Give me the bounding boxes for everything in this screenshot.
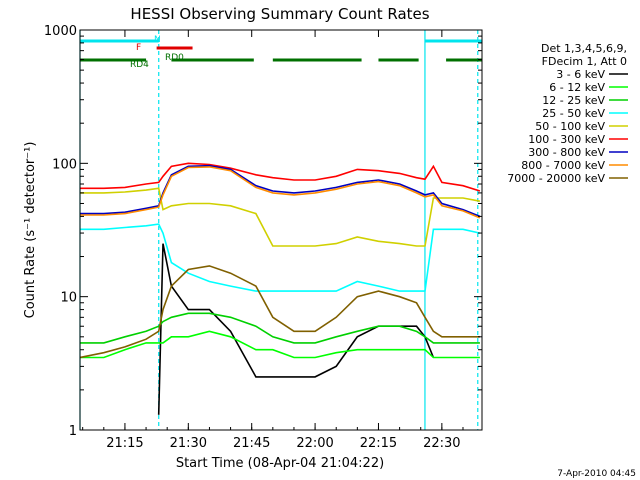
series-lines xyxy=(80,162,481,415)
vertical-markers xyxy=(79,30,479,430)
flag-bars: N F RD0 RD4 xyxy=(80,35,482,70)
axes-frame xyxy=(79,29,483,431)
y-tick-label-3: 1000 xyxy=(44,24,77,39)
x-tick-label-4: 22:15 xyxy=(360,436,397,451)
series-line-6 xyxy=(80,164,481,218)
x-tick-label-1: 21:30 xyxy=(170,436,207,451)
series-line-7 xyxy=(80,166,481,219)
chart-title: HESSI Observing Summary Count Rates xyxy=(130,5,429,23)
series-line-5 xyxy=(80,162,481,192)
flag-label-n: N xyxy=(154,35,161,45)
legend-label-2: 12 - 25 keV xyxy=(542,94,605,107)
legend-label-7: 800 - 7000 keV xyxy=(521,159,605,172)
legend: Det 1,3,4,5,6,9,FDecim 1, Att 03 - 6 keV… xyxy=(507,42,628,185)
plot-timestamp: 7-Apr-2010 04:45 xyxy=(557,469,636,479)
legend-header-1: FDecim 1, Att 0 xyxy=(542,55,627,68)
legend-label-0: 3 - 6 keV xyxy=(556,68,605,81)
flag-label-rd4: RD4 xyxy=(130,60,149,70)
series-line-0 xyxy=(157,243,435,415)
y-tick-label-0: 1 xyxy=(69,424,77,439)
legend-label-8: 7000 - 20000 keV xyxy=(507,172,605,185)
legend-label-4: 50 - 100 keV xyxy=(535,120,605,133)
x-tick-label-0: 21:15 xyxy=(106,436,143,451)
x-axis-ticks: 21:15 21:30 21:45 22:00 22:15 22:30 xyxy=(82,30,464,451)
legend-label-6: 300 - 800 keV xyxy=(528,146,605,159)
series-line-3 xyxy=(80,223,481,292)
series-line-8 xyxy=(80,265,480,359)
legend-label-5: 100 - 300 keV xyxy=(528,133,605,146)
legend-header-0: Det 1,3,4,5,6,9, xyxy=(541,42,627,55)
x-tick-label-2: 21:45 xyxy=(233,436,270,451)
series-line-2 xyxy=(80,312,480,344)
flag-label-rd0: RD0 xyxy=(165,53,184,63)
legend-label-3: 25 - 50 keV xyxy=(542,107,605,120)
y-tick-label-1: 10 xyxy=(60,291,77,306)
legend-label-1: 6 - 12 keV xyxy=(549,81,605,94)
x-tick-label-5: 22:30 xyxy=(423,436,460,451)
y-axis-label: Count Rate (s⁻¹ detector⁻¹) xyxy=(23,142,38,319)
y-axis-ticks: 1 10 100 1000 xyxy=(44,24,482,439)
x-tick-label-3: 22:00 xyxy=(296,436,333,451)
series-line-1 xyxy=(80,330,480,359)
y-tick-label-2: 100 xyxy=(52,157,77,172)
series-line-4 xyxy=(80,187,481,247)
flag-label-f: F xyxy=(136,43,141,53)
x-axis-label: Start Time (08-Apr-04 21:04:22) xyxy=(176,456,384,471)
